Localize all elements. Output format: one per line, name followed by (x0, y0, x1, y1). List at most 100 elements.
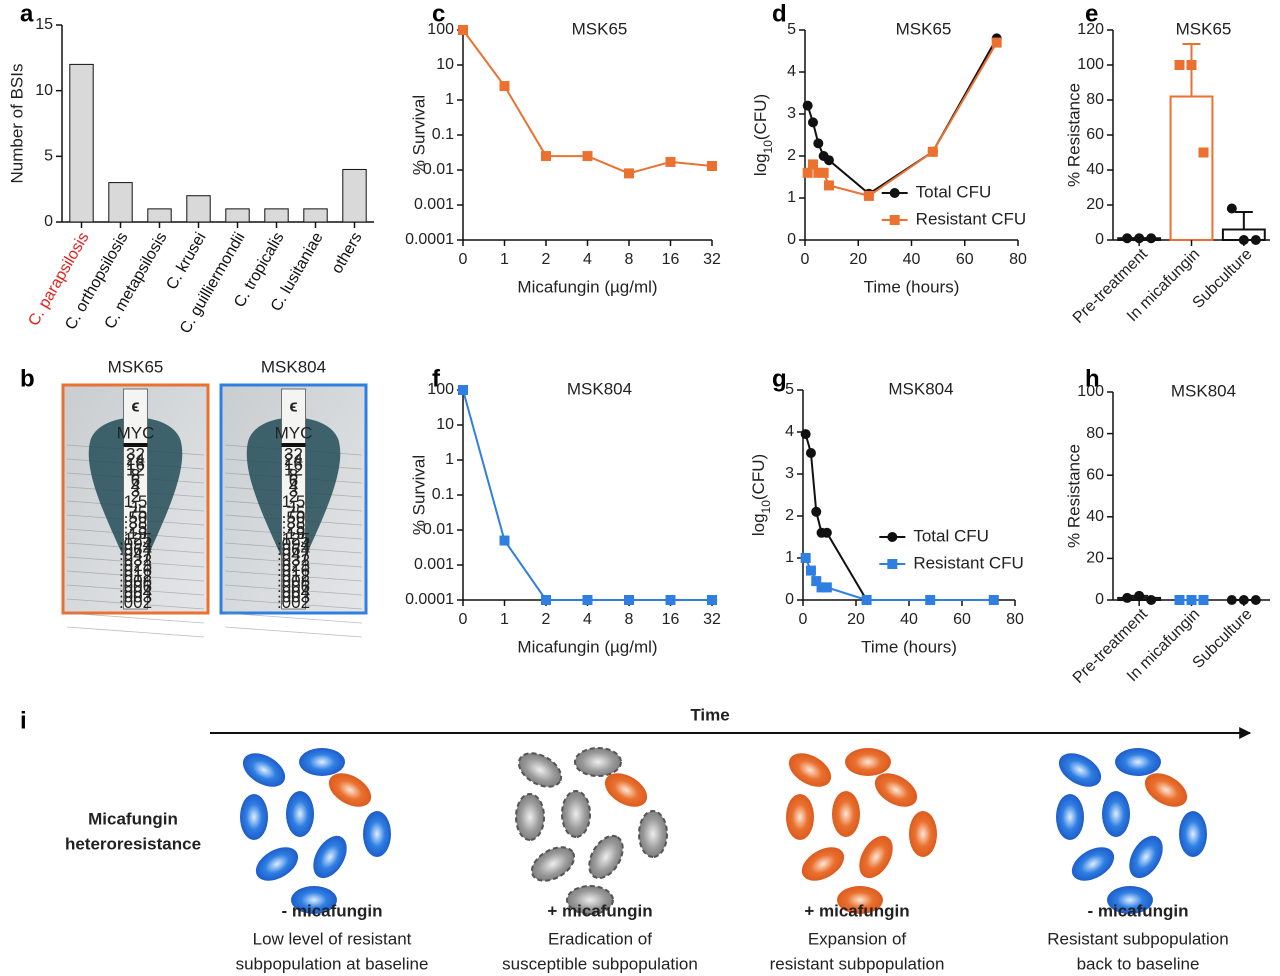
point (1134, 590, 1145, 601)
y-tick-label: 0 (1095, 591, 1104, 608)
x-tick-label: 1 (500, 611, 509, 628)
y-tick-label: 15 (35, 16, 53, 33)
x-tick-label: 8 (625, 611, 634, 628)
y-axis-label-part: 10 (759, 500, 773, 514)
x-tick-label: 0 (801, 251, 810, 268)
strip-logo: ϵ (289, 396, 297, 415)
strip (281, 388, 306, 610)
marker (805, 448, 816, 458)
time-label: Time (690, 705, 729, 724)
y-tick-label: 60 (1086, 126, 1104, 143)
series-line (806, 37, 998, 196)
y-axis-label: log10(CFU) (751, 94, 775, 176)
x-tick-label: 60 (956, 251, 974, 268)
bar (1169, 95, 1214, 241)
strip-scale: .006 (277, 577, 310, 596)
marker (811, 576, 822, 587)
y-tick-label: 0 (785, 591, 794, 608)
x-tick-label: 0 (459, 251, 468, 268)
strip-scale: 24 (284, 450, 303, 469)
cell (1115, 748, 1161, 776)
x-tick-label: others (329, 230, 366, 277)
cell (517, 752, 563, 788)
x-axis-label: Micafungin (µg/ml) (517, 637, 657, 656)
strip-scale: 2 (289, 487, 298, 506)
point (1146, 595, 1157, 605)
y-tick-label: 100 (427, 21, 454, 38)
legend-label: Total CFU (916, 182, 992, 201)
y-tick-label: 0.001 (414, 196, 454, 213)
x-tick-label: 0 (799, 611, 808, 628)
strip-scale: 6 (131, 471, 140, 490)
strip-scale: 1.5 (282, 492, 306, 511)
y-tick-label: 20 (1086, 550, 1104, 567)
marker (800, 553, 811, 563)
y-tick-label: 10 (436, 416, 454, 433)
chart-title: MSK804 (888, 379, 953, 398)
point (1238, 595, 1249, 605)
y-tick-label: 0.01 (423, 161, 454, 178)
strip-scale: .008 (119, 572, 152, 591)
point (1186, 595, 1197, 605)
strip-scale: .008 (277, 572, 310, 591)
strip-scale: .75 (282, 503, 306, 522)
y-axis-label: % Survival (409, 95, 428, 175)
marker (925, 595, 936, 605)
cell (909, 811, 937, 857)
bar (108, 182, 133, 223)
cell (588, 834, 624, 880)
y-axis-label-part: 10 (761, 140, 775, 154)
strip-scale: 8 (289, 466, 298, 485)
strip-scale: .094 (277, 535, 310, 554)
marker (887, 532, 898, 542)
y-tick-label: 0 (1095, 231, 1104, 248)
stage-text: susceptible subpopulation (502, 954, 698, 973)
chart-title: MSK65 (1176, 19, 1232, 38)
legend-label: Total CFU (913, 526, 989, 545)
x-tick-label: 16 (662, 611, 680, 628)
point (1250, 595, 1261, 605)
panel-label: f (432, 365, 441, 392)
y-tick-label: 20 (1086, 196, 1104, 213)
cell (240, 794, 268, 840)
etest-photo: MSK65MYCϵ32241612864321.51.75.50.38.25.1… (61, 357, 210, 638)
marker (707, 595, 717, 605)
marker (499, 81, 510, 92)
strip-scale: 12 (284, 460, 303, 479)
strip-scale: .012 (277, 566, 310, 585)
y-tick-label: 1 (445, 91, 454, 108)
photo-title: MSK804 (261, 357, 326, 376)
cell (574, 747, 622, 777)
marker (889, 215, 900, 225)
y-tick-label: 4 (785, 423, 794, 440)
y-tick-label: 10 (436, 56, 454, 73)
strip-scale: .064 (119, 540, 152, 559)
strip-scale: 32 (126, 444, 145, 463)
cell (313, 835, 347, 879)
marker (988, 595, 999, 605)
strip-scale: 24 (126, 450, 145, 469)
streak (224, 612, 363, 624)
marker (991, 37, 1002, 48)
strip-scale: 6 (289, 471, 298, 490)
bar (303, 208, 328, 223)
y-tick-label: 0.001 (414, 556, 454, 573)
strip-scale: .012 (119, 566, 152, 585)
y-tick-label: 0 (787, 231, 796, 248)
strip-scale: .19 (124, 524, 148, 543)
strip-scale: .004 (277, 582, 310, 601)
cell (604, 773, 648, 807)
marker (807, 159, 818, 170)
strip-scale: 1 (289, 497, 298, 516)
y-axis-label: Number of BSIs (7, 64, 26, 184)
panel-label: a (20, 0, 34, 27)
marker (927, 146, 938, 157)
y-tick-label: 0.1 (432, 126, 454, 143)
strip-scale: 3 (289, 482, 298, 501)
stage-text: Eradication of (548, 929, 652, 948)
point (1146, 233, 1157, 244)
marker (807, 117, 818, 128)
